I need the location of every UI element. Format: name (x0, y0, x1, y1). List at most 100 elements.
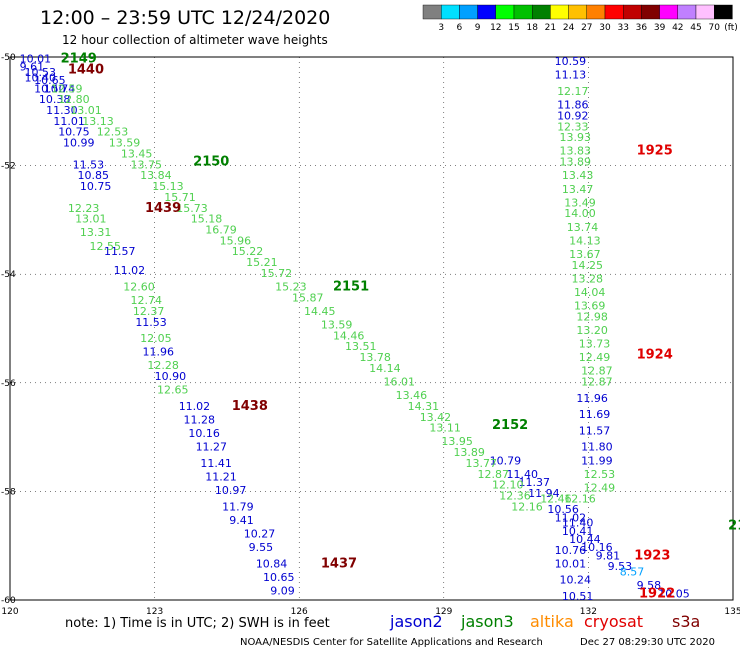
data-label-jason2: 11.02 (555, 511, 587, 524)
data-label-jason3: 13.69 (574, 299, 606, 312)
data-label-jason3: 12.87 (478, 468, 510, 481)
data-label-jason2: 10.44 (569, 533, 601, 546)
data-label-jason3: 13.77 (465, 457, 497, 470)
pass-label: 2151 (333, 279, 369, 294)
data-label-jason3: 14.00 (564, 207, 596, 220)
data-label-jason3: 13.01 (75, 213, 107, 226)
colorbar-swatch (714, 4, 733, 20)
data-label-jason2: 10.16 (581, 541, 613, 554)
data-label-jason2: 10.24 (559, 574, 591, 587)
data-label-jason2: 11.53 (73, 158, 105, 171)
data-label-jason2: 11.99 (581, 454, 613, 467)
data-label-jason2: 10.85 (77, 169, 109, 182)
data-label-jason2: 9.61 (20, 61, 45, 74)
data-label-jason2: 11.21 (205, 471, 237, 484)
data-label-jason3: 15.13 (152, 180, 184, 193)
data-label-jason3: 12.53 (584, 468, 616, 481)
x-tick-label: 126 (291, 607, 308, 617)
data-label-jason2: 11.94 (528, 487, 560, 500)
colorbar-swatch (659, 4, 678, 20)
data-label-jason2: 10.53 (24, 66, 56, 79)
legend-cryosat: cryosat (584, 612, 643, 631)
data-label-jason3: 12.36 (499, 490, 530, 503)
data-label-jason3: 13.45 (121, 147, 153, 160)
data-label-jason3: 13.78 (359, 351, 391, 364)
colorbar-swatch (586, 4, 606, 20)
pass-label: 2150 (193, 155, 229, 170)
data-label-jason2: 11.01 (53, 115, 85, 128)
pass-label: 1437 (321, 556, 357, 571)
pass-label: 1924 (637, 347, 673, 362)
data-label-jason3: 12.16 (564, 492, 596, 505)
data-label-jason2: 9.81 (596, 549, 621, 562)
data-label-jason2: 10.40 (24, 71, 56, 84)
footer-note: note: 1) Time is in UTC; 2) SWH is in fe… (65, 616, 330, 631)
data-label-jason3: 13.47 (562, 183, 594, 196)
data-label-jason2: 10.50 (34, 82, 66, 95)
footer-credit: NOAA/NESDIS Center for Satellite Applica… (240, 637, 543, 648)
data-label-jason3: 13.74 (567, 221, 599, 234)
data-label-jason3: 13.73 (579, 338, 611, 351)
data-label-jason3: 12.59 (51, 82, 83, 95)
data-label-jason2: 10.51 (562, 590, 594, 603)
data-label-jason2: 11.30 (46, 104, 78, 117)
data-label-jason3: 13.13 (82, 115, 114, 128)
colorbar-label: 12 (490, 23, 501, 33)
data-label-jason2: 10.38 (39, 93, 71, 106)
data-label-jason3: 13.59 (109, 137, 141, 150)
data-label-jason3: 15.22 (232, 245, 264, 258)
y-tick-label: -56 (1, 379, 16, 389)
colorbar-swatch (513, 4, 533, 20)
data-label-jason3: 14.25 (572, 259, 604, 272)
colorbar-swatch (441, 4, 460, 20)
data-label-jason3: 12.87 (581, 376, 613, 389)
data-label-jason2: 10.92 (557, 109, 589, 122)
pass-label: 1925 (637, 144, 673, 159)
data-label-jason3: 13.01 (70, 104, 102, 117)
x-tick-label: 135 (724, 607, 740, 617)
data-label-jason3: 15.71 (164, 191, 196, 204)
data-label-jason2: 10.97 (215, 484, 247, 497)
pass-label: 1922 (639, 586, 675, 601)
data-label-jason3: 14.46 (333, 329, 365, 342)
data-label-jason3: 13.89 (453, 446, 485, 459)
data-label-jason3: 13.42 (420, 411, 452, 424)
data-label-jason3: 12.37 (133, 305, 165, 318)
colorbar-label: 30 (599, 23, 611, 33)
data-label-jason3: 12.33 (557, 120, 589, 133)
data-label-jason2: 11.27 (196, 441, 228, 454)
data-label-jason2: 11.69 (579, 408, 611, 421)
data-label-jason3: 13.28 (572, 272, 604, 285)
colorbar-label: 42 (672, 23, 683, 33)
data-label-jason3: 15.87 (292, 291, 324, 304)
pass-label: 2149 (61, 51, 97, 66)
data-label-jason2: 11.28 (184, 414, 216, 427)
data-label-jason3: 13.75 (131, 158, 163, 171)
data-label-jason2: 11.96 (143, 346, 175, 359)
data-label-jason2: 10.75 (80, 180, 112, 193)
chart-subtitle: 12 hour collection of altimeter wave hei… (62, 33, 328, 47)
colorbar-label: 18 (526, 23, 538, 33)
data-labels: 10.019.6110.5310.4010.6510.5010.7410.381… (20, 52, 690, 603)
colorbar-label: 36 (636, 23, 648, 33)
data-label-jason3: 13.59 (321, 319, 353, 332)
data-label-jason3: 12.28 (147, 359, 179, 372)
data-label-jason3: 15.23 (275, 280, 307, 293)
data-label-jason3: 13.49 (564, 196, 596, 209)
data-label-jason2: 9.41 (229, 514, 254, 527)
data-label-jason3: 14.04 (574, 286, 606, 299)
colorbar-swatch (459, 4, 478, 20)
data-label-jason3: 14.14 (369, 362, 401, 375)
x-tick-labels: 120 123 126 129 132 135 (1, 607, 740, 617)
data-label-jason3: 15.21 (246, 256, 278, 269)
colorbar-label: 27 (581, 23, 592, 33)
data-label-jason3: 12.74 (131, 294, 163, 307)
data-label-jason3: 14.13 (569, 234, 601, 247)
data-label-jason3: 12.80 (58, 93, 89, 106)
colorbar-label: 39 (654, 23, 666, 33)
colorbar-swatch (568, 4, 587, 20)
data-label-jason3: 12.46 (540, 492, 572, 505)
data-label-jason2: 11.02 (114, 264, 146, 277)
y-tick-label: -54 (1, 270, 16, 280)
